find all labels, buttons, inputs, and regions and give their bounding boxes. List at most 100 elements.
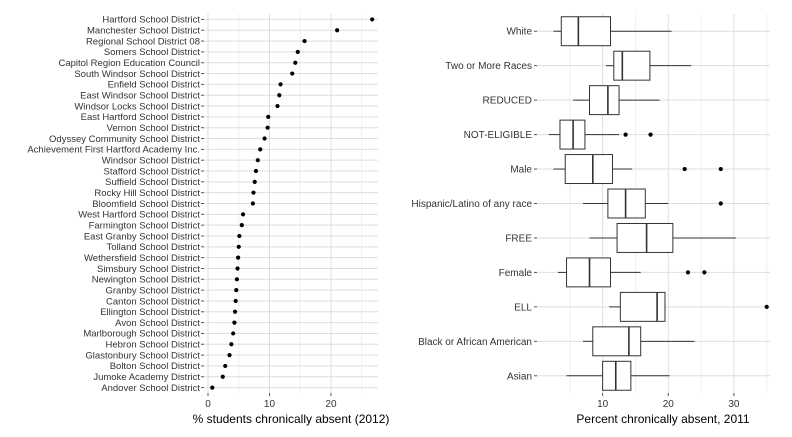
- right-x-tick-label: 10: [597, 399, 609, 410]
- boxplot-box: [560, 16, 612, 47]
- left-data-point: [234, 277, 239, 282]
- boxplot-box: [616, 222, 674, 253]
- left-data-point: [232, 309, 238, 314]
- boxplot-male: [553, 154, 723, 185]
- left-y-tick-label: Hebron School District: [105, 340, 200, 351]
- left-data-point: [210, 385, 215, 390]
- left-y-tick-label: Tolland School District: [107, 242, 201, 253]
- left-y-tick-label: Canton School District: [106, 296, 200, 307]
- left-y-tick-label: Windsor School District: [102, 155, 201, 166]
- left-data-point: [265, 125, 270, 130]
- left-data-point: [239, 223, 244, 228]
- left-data-point: [232, 320, 237, 325]
- left-y-tick-label: Marlborough School District: [83, 329, 200, 340]
- right-x-tick-label: 20: [663, 399, 675, 410]
- left-data-point: [236, 244, 241, 249]
- left-y-tick-label: Glastonbury School District: [85, 350, 200, 361]
- left-data-point: [370, 17, 375, 22]
- boxplot-not-eligible: [548, 119, 653, 150]
- boxplot-box: [602, 360, 632, 391]
- left-data-point: [227, 353, 232, 358]
- left-data-point: [258, 147, 263, 152]
- right-boxplots: [548, 16, 769, 391]
- boxplot-female: [558, 257, 707, 288]
- left-y-tick-label: Capitol Region Education Council: [58, 58, 200, 69]
- left-y-tick-label: Achievement First Hartford Academy Inc.: [27, 145, 200, 156]
- left-data-point: [220, 374, 225, 379]
- boxplot-box: [592, 326, 642, 357]
- left-data-point: [262, 136, 267, 141]
- left-data-point: [231, 331, 236, 336]
- boxplot-outlier: [623, 132, 628, 137]
- left-y-tick-label: Avon School District: [115, 318, 200, 329]
- right-y-tick-label: ELL: [514, 302, 532, 313]
- left-data-point: [295, 49, 300, 55]
- boxplot-outlier: [685, 270, 691, 275]
- left-data-point: [236, 255, 241, 260]
- right-y-tick-labels: White Two or More Races REDUCED NOT-ELIGIBL…: [411, 27, 537, 382]
- left-data-point: [266, 114, 271, 119]
- right-y-tick-label: Black or African American: [418, 337, 532, 348]
- left-data-point: [275, 103, 280, 109]
- left-gridlines: [204, 14, 378, 393]
- left-y-tick-label: Andover School District: [101, 383, 200, 394]
- left-y-tick-label: Windsor Locks School District: [74, 101, 200, 112]
- right-y-tick-label: Two or More Races: [445, 61, 532, 72]
- boxplot-hispanic-latino-of-any-race: [582, 188, 723, 219]
- boxplot-outlier: [764, 304, 769, 309]
- left-y-tick-label: Manchester School District: [87, 26, 200, 37]
- left-data-point: [233, 298, 238, 304]
- left-data-point: [293, 60, 298, 65]
- left-x-axis-title: % students chronically absent (2012): [193, 412, 390, 426]
- right-y-tick-label: Female: [499, 268, 533, 279]
- left-data-points: [210, 17, 375, 390]
- right-y-tick-label: Male: [510, 165, 532, 176]
- left-data-point: [229, 342, 234, 347]
- left-y-tick-label: Somers School District: [104, 47, 200, 58]
- boxplot-white: [553, 16, 672, 47]
- left-data-point: [290, 71, 295, 76]
- left-y-tick-label: Suffield School District: [105, 177, 200, 188]
- left-data-point: [277, 93, 282, 98]
- right-y-tick-label: White: [506, 27, 532, 38]
- left-data-point: [234, 288, 239, 293]
- left-y-tick-label: Farmington School District: [89, 220, 201, 231]
- boxplot-black-or-african-american: [582, 326, 695, 357]
- left-data-point: [251, 190, 256, 195]
- left-y-tick-label: Simsbury School District: [97, 264, 200, 275]
- left-data-point: [252, 179, 257, 184]
- boxplot-box: [613, 50, 651, 81]
- left-data-point: [253, 168, 259, 174]
- left-data-point: [255, 158, 260, 163]
- right-y-tick-label: NOT-ELIGIBLE: [464, 130, 533, 141]
- left-y-tick-label: Odyssey Community School District: [49, 134, 200, 145]
- left-y-tick-label: Rocky Hill School District: [94, 188, 200, 199]
- left-y-tick-label: East Granby School District: [84, 231, 201, 242]
- boxplot-box: [564, 154, 613, 185]
- boxplot-two-or-more-races: [605, 50, 692, 81]
- left-data-point: [237, 233, 242, 239]
- right-x-tick-labels: 10 20 30: [597, 393, 740, 410]
- boxplot-box: [566, 257, 612, 288]
- left-y-tick-label: Granby School District: [105, 285, 200, 296]
- left-y-tick-label: Newington School District: [92, 275, 201, 286]
- left-y-tick-label: East Hartford School District: [81, 112, 201, 123]
- left-data-point: [235, 266, 240, 271]
- left-y-tick-label: Hartford School District: [102, 15, 200, 26]
- left-y-tick-label: Bolton School District: [110, 361, 201, 372]
- left-y-tick-label: Wethersfield School District: [84, 253, 200, 264]
- left-y-tick-label: Ellington School District: [100, 307, 200, 318]
- boxplot-asian: [566, 360, 670, 391]
- boxplot-outlier: [702, 270, 707, 275]
- boxplot-box: [607, 188, 646, 219]
- right-y-tick-label: Asian: [507, 371, 532, 382]
- left-y-tick-label: Jumoke Academy District: [93, 372, 200, 383]
- left-y-tick-label: East Windsor School District: [80, 91, 200, 102]
- right-y-tick-label: REDUCED: [483, 96, 532, 107]
- right-x-tick-label: 30: [728, 399, 740, 410]
- left-y-tick-label: West Hartford School District: [78, 210, 200, 221]
- right-y-tick-label: FREE: [505, 233, 532, 244]
